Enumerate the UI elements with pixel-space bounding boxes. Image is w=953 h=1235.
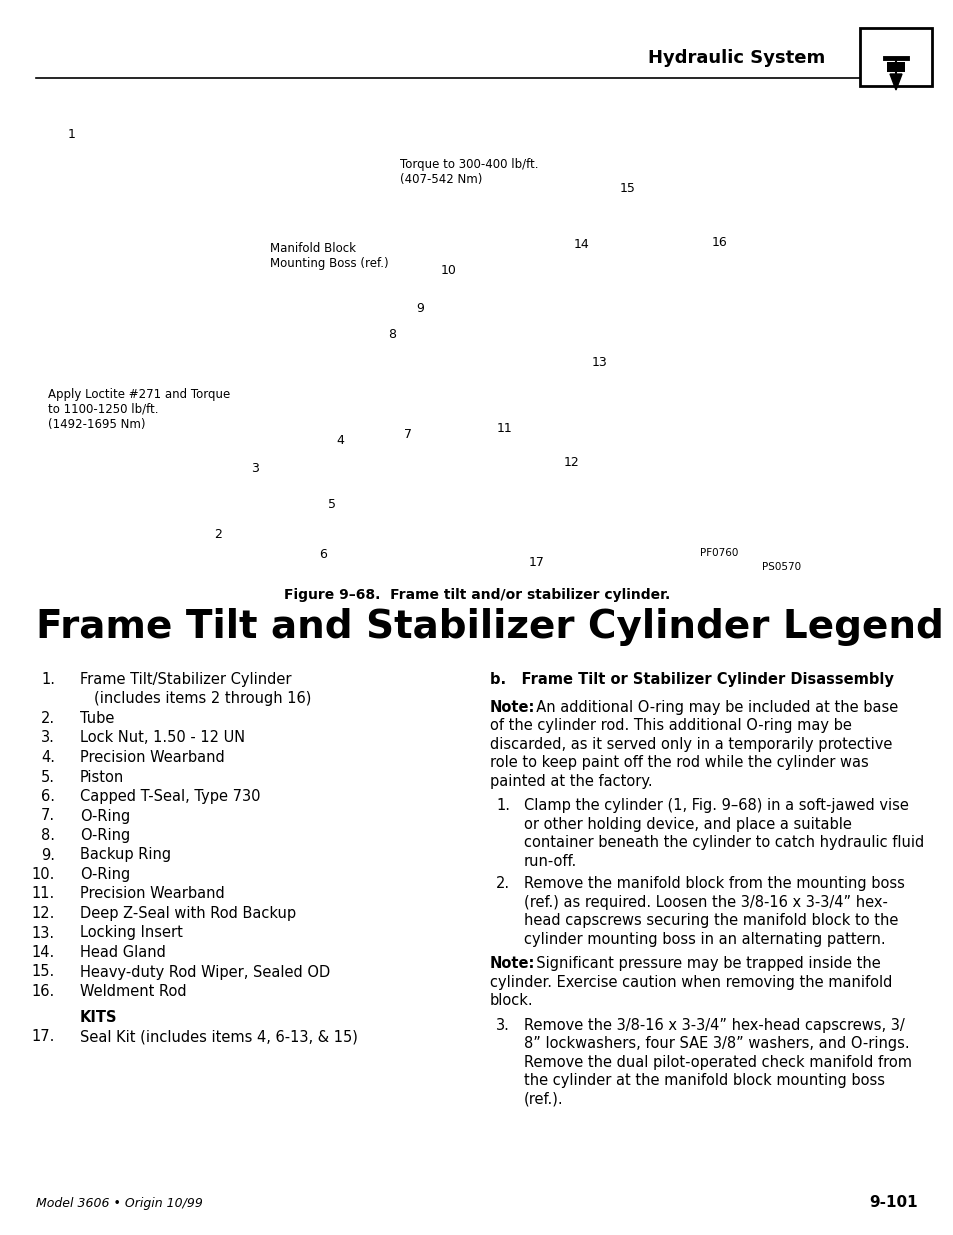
Text: run-off.: run-off. xyxy=(523,853,577,868)
Text: Locking Insert: Locking Insert xyxy=(80,925,183,941)
Text: 14: 14 xyxy=(574,238,589,252)
Text: 1.: 1. xyxy=(496,798,510,814)
Text: b.   Frame Tilt or Stabilizer Cylinder Disassembly: b. Frame Tilt or Stabilizer Cylinder Dis… xyxy=(490,672,893,687)
Text: 2: 2 xyxy=(213,529,222,541)
Text: 12: 12 xyxy=(563,456,579,468)
Text: 9: 9 xyxy=(416,301,423,315)
Text: 1.: 1. xyxy=(41,672,55,687)
Text: Figure 9–68.  Frame tilt and/or stabilizer cylinder.: Figure 9–68. Frame tilt and/or stabilize… xyxy=(284,588,669,601)
Text: 15: 15 xyxy=(619,182,636,194)
Text: cylinder mounting boss in an alternating pattern.: cylinder mounting boss in an alternating… xyxy=(523,931,884,947)
Text: Remove the manifold block from the mounting boss: Remove the manifold block from the mount… xyxy=(523,877,904,892)
Polygon shape xyxy=(889,74,901,90)
Text: of the cylinder rod. This additional O-ring may be: of the cylinder rod. This additional O-r… xyxy=(490,719,851,734)
Text: 2.: 2. xyxy=(41,711,55,726)
Text: 7: 7 xyxy=(403,429,412,441)
Text: 1: 1 xyxy=(68,128,76,142)
Text: Torque to 300-400 lb/ft.
(407-542 Nm): Torque to 300-400 lb/ft. (407-542 Nm) xyxy=(399,158,537,186)
Text: Frame Tilt and Stabilizer Cylinder Legend: Frame Tilt and Stabilizer Cylinder Legen… xyxy=(36,608,943,646)
Text: 16.: 16. xyxy=(31,984,55,999)
Text: 16: 16 xyxy=(711,236,727,248)
Text: 2.: 2. xyxy=(496,877,510,892)
Text: O-Ring: O-Ring xyxy=(80,867,131,882)
Text: Head Gland: Head Gland xyxy=(80,945,166,960)
Text: 15.: 15. xyxy=(31,965,55,979)
Text: 13: 13 xyxy=(592,356,607,368)
Text: 4.: 4. xyxy=(41,750,55,764)
Text: container beneath the cylinder to catch hydraulic fluid: container beneath the cylinder to catch … xyxy=(523,835,923,850)
Text: 14.: 14. xyxy=(31,945,55,960)
Text: Clamp the cylinder (1, Fig. 9–68) in a soft-jawed vise: Clamp the cylinder (1, Fig. 9–68) in a s… xyxy=(523,798,908,814)
Text: 5.: 5. xyxy=(41,769,55,784)
Text: head capscrews securing the manifold block to the: head capscrews securing the manifold blo… xyxy=(523,913,898,929)
Text: 9-101: 9-101 xyxy=(868,1195,917,1210)
Text: 10.: 10. xyxy=(31,867,55,882)
Text: Hydraulic System: Hydraulic System xyxy=(647,49,824,67)
Text: 8: 8 xyxy=(388,329,395,342)
Text: 8.: 8. xyxy=(41,827,55,844)
Text: Note:: Note: xyxy=(490,956,535,971)
Text: PS0570: PS0570 xyxy=(761,562,801,572)
Text: 7.: 7. xyxy=(41,809,55,824)
Text: Model 3606 • Origin 10/99: Model 3606 • Origin 10/99 xyxy=(36,1197,203,1210)
Text: 17.: 17. xyxy=(31,1029,55,1044)
Text: Piston: Piston xyxy=(80,769,124,784)
Text: Precision Wearband: Precision Wearband xyxy=(80,887,225,902)
Text: Remove the dual pilot-operated check manifold from: Remove the dual pilot-operated check man… xyxy=(523,1055,911,1070)
Text: Remove the 3/8-16 x 3-3/4” hex-head capscrews, 3/: Remove the 3/8-16 x 3-3/4” hex-head caps… xyxy=(523,1018,903,1032)
Text: 3: 3 xyxy=(251,462,258,474)
Text: Note:: Note: xyxy=(490,700,535,715)
Text: 9.: 9. xyxy=(41,847,55,862)
Text: 6: 6 xyxy=(318,548,327,562)
Text: the cylinder at the manifold block mounting boss: the cylinder at the manifold block mount… xyxy=(523,1073,884,1088)
Text: (ref.).: (ref.). xyxy=(523,1092,563,1107)
Text: PF0760: PF0760 xyxy=(700,548,738,558)
Text: painted at the factory.: painted at the factory. xyxy=(490,774,652,789)
Text: An additional O-ring may be included at the base: An additional O-ring may be included at … xyxy=(526,700,898,715)
Text: discarded, as it served only in a temporarily protective: discarded, as it served only in a tempor… xyxy=(490,737,891,752)
Text: Seal Kit (includes items 4, 6-13, & 15): Seal Kit (includes items 4, 6-13, & 15) xyxy=(80,1029,357,1044)
Text: Significant pressure may be trapped inside the: Significant pressure may be trapped insi… xyxy=(526,956,880,971)
Text: KITS: KITS xyxy=(80,1009,117,1025)
Text: (includes items 2 through 16): (includes items 2 through 16) xyxy=(94,692,311,706)
Text: 6.: 6. xyxy=(41,789,55,804)
Text: 5: 5 xyxy=(328,499,335,511)
Text: cylinder. Exercise caution when removing the manifold: cylinder. Exercise caution when removing… xyxy=(490,974,891,989)
Text: Precision Wearband: Precision Wearband xyxy=(80,750,225,764)
Text: 3.: 3. xyxy=(41,730,55,746)
Text: 13.: 13. xyxy=(31,925,55,941)
Text: Manifold Block
Mounting Boss (ref.): Manifold Block Mounting Boss (ref.) xyxy=(270,242,388,270)
Text: (ref.) as required. Loosen the 3/8-16 x 3-3/4” hex-: (ref.) as required. Loosen the 3/8-16 x … xyxy=(523,894,887,910)
Text: Weldment Rod: Weldment Rod xyxy=(80,984,187,999)
Text: 3.: 3. xyxy=(496,1018,510,1032)
Text: Capped T-Seal, Type 730: Capped T-Seal, Type 730 xyxy=(80,789,260,804)
Text: Tube: Tube xyxy=(80,711,114,726)
Text: Heavy-duty Rod Wiper, Sealed OD: Heavy-duty Rod Wiper, Sealed OD xyxy=(80,965,330,979)
Text: Apply Loctite #271 and Torque
to 1100-1250 lb/ft.
(1492-1695 Nm): Apply Loctite #271 and Torque to 1100-12… xyxy=(48,388,230,431)
Text: block.: block. xyxy=(490,993,533,1008)
Text: 11.: 11. xyxy=(31,887,55,902)
FancyBboxPatch shape xyxy=(886,62,904,72)
FancyBboxPatch shape xyxy=(859,28,931,86)
Text: Deep Z-Seal with Rod Backup: Deep Z-Seal with Rod Backup xyxy=(80,906,295,921)
Text: O-Ring: O-Ring xyxy=(80,809,131,824)
Text: or other holding device, and place a suitable: or other holding device, and place a sui… xyxy=(523,816,851,831)
Text: 17: 17 xyxy=(529,556,544,568)
Text: Backup Ring: Backup Ring xyxy=(80,847,171,862)
Text: Lock Nut, 1.50 - 12 UN: Lock Nut, 1.50 - 12 UN xyxy=(80,730,245,746)
Text: 4: 4 xyxy=(335,433,344,447)
Text: O-Ring: O-Ring xyxy=(80,827,131,844)
Text: 12.: 12. xyxy=(31,906,55,921)
Text: Frame Tilt/Stabilizer Cylinder: Frame Tilt/Stabilizer Cylinder xyxy=(80,672,292,687)
Text: 10: 10 xyxy=(440,263,456,277)
Text: 8” lockwashers, four SAE 3/8” washers, and O-rings.: 8” lockwashers, four SAE 3/8” washers, a… xyxy=(523,1036,908,1051)
Text: 11: 11 xyxy=(497,421,513,435)
Text: role to keep paint off the rod while the cylinder was: role to keep paint off the rod while the… xyxy=(490,756,868,771)
